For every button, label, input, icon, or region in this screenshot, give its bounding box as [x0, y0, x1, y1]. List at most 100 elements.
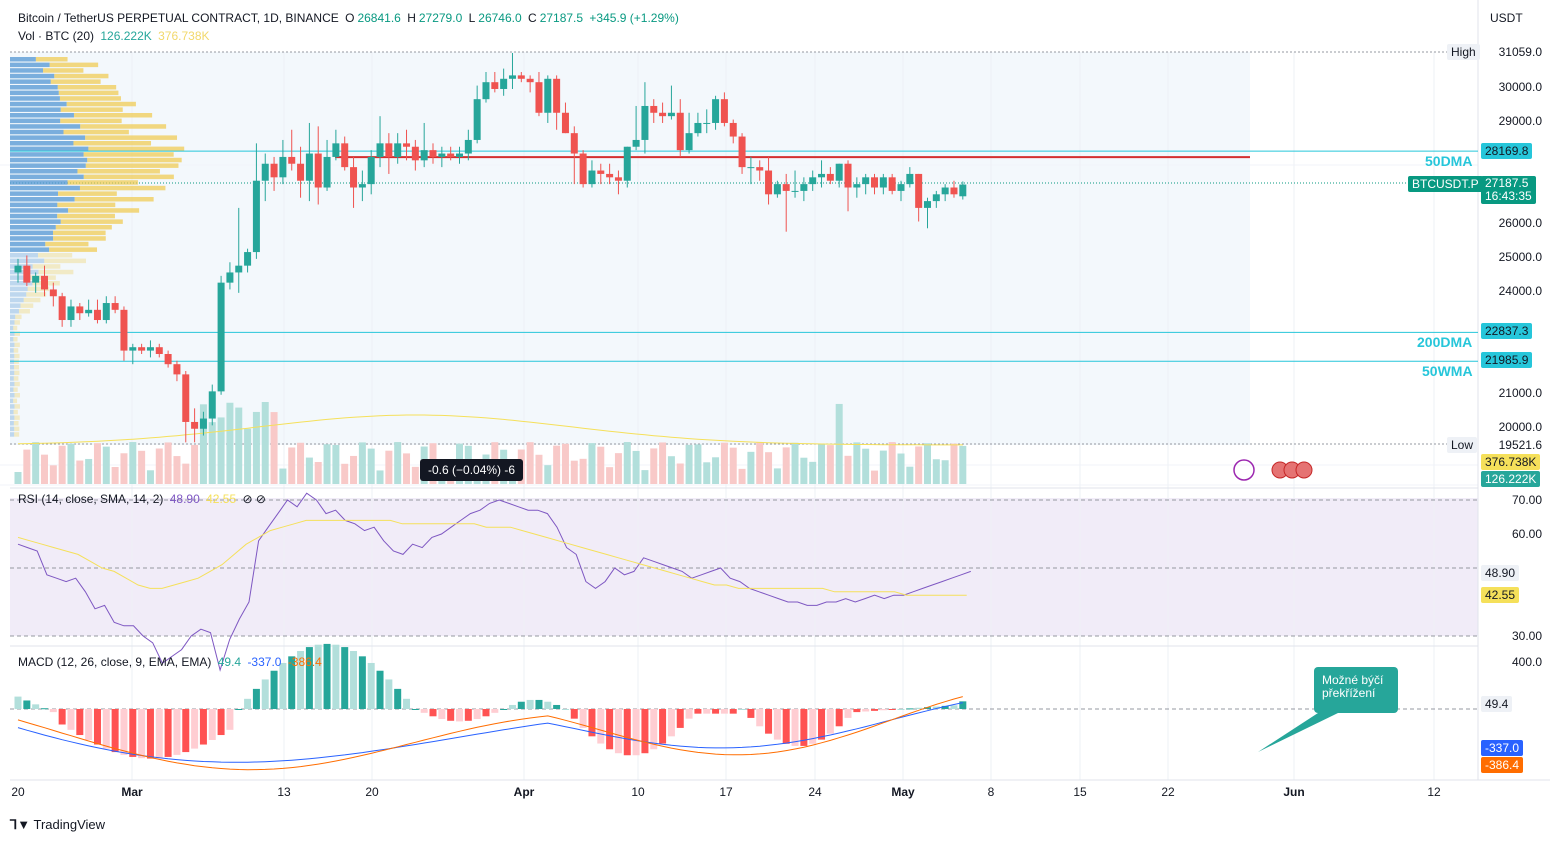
candle-body	[950, 187, 958, 195]
candle-body	[217, 282, 225, 392]
macd-hist-bar	[729, 709, 737, 714]
macd-hist-bar	[959, 701, 967, 709]
candle-body	[729, 122, 737, 137]
macd-hist-bar	[376, 670, 384, 709]
macd-hist-bar	[288, 656, 296, 709]
candle-body	[535, 82, 543, 113]
macd-hist-bar	[800, 709, 808, 746]
hidden-icon[interactable]: ⊘ ⊘	[242, 492, 266, 506]
open-label: O	[345, 11, 355, 25]
profile-bar	[74, 197, 154, 202]
profile-bar	[10, 135, 86, 140]
macd-hist-bar	[244, 698, 252, 709]
candle-body	[632, 139, 640, 147]
profile-bar	[10, 157, 88, 163]
date-tick: 20	[11, 785, 25, 799]
profile-bar	[10, 342, 15, 348]
macd-hist-bar	[252, 688, 260, 709]
volume-bar	[941, 460, 949, 484]
macd-hist-bar	[923, 707, 931, 709]
candle-body	[129, 347, 137, 351]
last-price-tag: 27187.5 16:43:35	[1481, 176, 1536, 204]
volume-bar	[809, 461, 817, 484]
candle-body	[756, 167, 764, 171]
profile-bar	[10, 247, 50, 252]
macd-hist-bar	[14, 696, 22, 709]
volume-bar	[923, 443, 931, 484]
macd-hist-bar	[791, 709, 799, 746]
volume-bar	[332, 445, 340, 484]
rsi-sma-tag: 42.55	[1481, 587, 1520, 603]
volume-bar	[120, 453, 128, 484]
volume-bar	[23, 449, 31, 484]
tradingview-logo[interactable]: ⅂▼ TradingView	[10, 817, 105, 833]
volume-bar	[588, 443, 596, 484]
volume-ma-value: 376.738K	[158, 29, 210, 43]
macd-hist-bar	[385, 679, 393, 709]
candle-body	[844, 163, 852, 188]
macd-hist-bar	[270, 670, 278, 709]
candle-body	[606, 173, 614, 178]
macd-hist-bar	[517, 701, 525, 709]
macd-hist-bar	[40, 708, 48, 710]
volume-bar	[358, 442, 366, 484]
macd-hist-bar	[535, 699, 543, 709]
profile-bar	[10, 230, 54, 236]
macd-hist-bar	[120, 709, 128, 755]
profile-bar	[13, 398, 18, 404]
volume-bar	[173, 456, 181, 484]
profile-bar	[10, 314, 16, 320]
last-price: 27187.5	[1485, 176, 1529, 190]
profile-bar	[32, 264, 61, 269]
profile-bar	[14, 381, 20, 387]
rsi-pane	[10, 492, 1478, 672]
profile-bar	[14, 320, 20, 325]
macd-hist-bar	[129, 709, 137, 757]
profile-bar	[10, 129, 64, 135]
candle-body	[305, 153, 313, 181]
profile-bar	[10, 292, 27, 297]
volume-title[interactable]: Vol · BTC (20)	[18, 29, 95, 43]
profile-bar	[85, 163, 179, 168]
profile-bar	[83, 152, 174, 157]
profile-bar	[13, 387, 18, 392]
candle-body	[394, 143, 402, 157]
dma200-price-tag: 22837.3	[1481, 323, 1533, 339]
macd-hist-bar	[915, 707, 923, 709]
macd-signal-value: -386.4	[287, 655, 322, 669]
profile-bar	[60, 107, 123, 112]
volume-bar	[853, 442, 861, 484]
callout-pointer	[1258, 713, 1338, 752]
macd-hist-bar	[111, 709, 119, 753]
macd-hist-bar	[23, 700, 31, 709]
macd-title[interactable]: MACD (12, 26, close, 9, EMA, EMA)	[18, 655, 212, 669]
volume-bar	[376, 470, 384, 484]
candle-body	[40, 275, 48, 290]
crosshair-tooltip: -0.6 (−0.04%) -6	[420, 459, 524, 481]
symbol-title[interactable]: Bitcoin / TetherUS PERPETUAL CONTRACT, 1…	[18, 11, 339, 25]
profile-bar	[55, 225, 112, 230]
candle-body	[226, 272, 234, 283]
rsi-title[interactable]: RSI (14, close, SMA, 14, 2)	[18, 492, 164, 506]
volume-bar	[906, 466, 914, 484]
price-tick: 26000.0	[1498, 216, 1542, 230]
rsi-tick: 60.00	[1511, 527, 1542, 541]
macd-hist-bar	[844, 709, 852, 718]
volume-value: 126.222K	[100, 29, 152, 43]
candle-body	[667, 112, 675, 117]
currency-label[interactable]: USDT	[1490, 11, 1523, 25]
profile-bar	[10, 208, 69, 213]
profile-bar	[10, 353, 15, 359]
profile-bar	[10, 309, 19, 314]
candle-body	[659, 112, 667, 117]
volume-bar	[58, 445, 66, 484]
candle-body	[623, 146, 631, 181]
volume-bar	[244, 428, 252, 484]
countdown: 16:43:35	[1485, 189, 1532, 203]
macd-hist-bar	[173, 709, 181, 755]
volume-bar	[685, 444, 693, 484]
lightning-icon	[1233, 459, 1255, 481]
profile-bar	[10, 236, 54, 241]
profile-bar	[38, 269, 74, 275]
